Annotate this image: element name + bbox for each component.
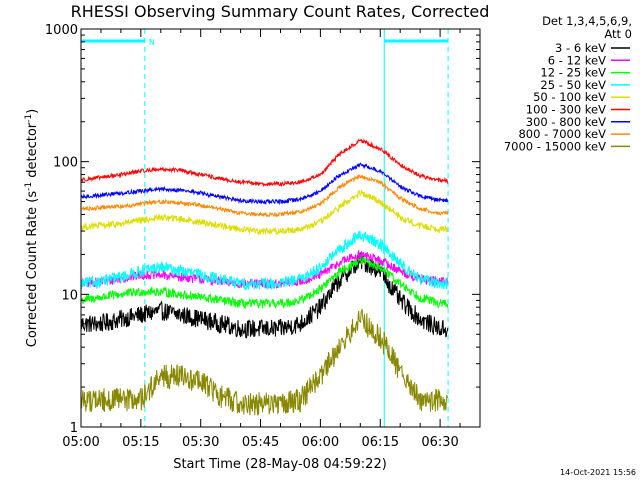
y-axis-label-mid: detector [25,122,40,182]
legend-entry-label: 6 - 12 keV [548,53,606,67]
x-axis: 05:00 05:15 05:30 05:45 06:00 06:15 06:30 [62,29,481,450]
y-tick-label: 1000 [45,23,78,38]
legend-entry-label: 300 - 800 keV [526,115,606,129]
series-line [80,230,449,291]
x-tick-label: 06:30 [421,435,458,450]
y-tick-label: 1 [70,421,78,436]
legend-entry-label: 7000 - 15000 keV [504,139,606,153]
series-line [80,308,449,416]
y-axis-label-end: ) [25,109,40,114]
legend-header-line-1: Det 1,3,4,5,6,9, [542,14,632,28]
series-line [80,256,449,310]
y-axis: 1 10 100 1000 [45,23,480,436]
series-line [80,138,449,188]
y-tick-label: 10 [61,288,78,303]
y-axis-label-exponent-2: -1 [24,114,34,123]
legend-entry-label: 3 - 6 keV [555,41,606,55]
series-group [80,138,449,416]
y-axis-label: Corrected Count Rate (s-1 detector-1) [24,109,40,347]
legend-entry-label: 50 - 100 keV [533,90,606,104]
legend-header-line-2: Att 0 [604,27,632,41]
flag-label: N [149,38,155,47]
y-tick-label: 100 [53,156,78,171]
x-axis-label: Start Time (28-May-08 04:59:22) [173,457,387,472]
x-tick-label: 05:45 [242,435,279,450]
legend-entry-label: 800 - 7000 keV [518,127,606,141]
y-axis-label-exponent-1: -1 [24,182,34,191]
chart-title: RHESSI Observing Summary Count Rates, Co… [71,2,490,21]
legend-entry-label: 25 - 50 keV [540,78,606,92]
x-tick-label: 05:30 [182,435,219,450]
series-line [80,252,449,339]
series-line [80,162,449,206]
series-line [80,189,449,236]
series-line [80,174,449,218]
x-tick-label: 05:15 [122,435,159,450]
legend-entry-label: 12 - 25 keV [540,66,606,80]
generation-timestamp: 14-Oct-2021 15:56 [560,468,636,477]
y-axis-label-main: Corrected Count Rate (s [25,191,40,348]
plot-frame [80,28,481,428]
x-tick-label: 06:00 [302,435,339,450]
x-tick-label: 06:15 [362,435,399,450]
legend-entry-label: 100 - 300 keV [526,103,606,117]
time-markers: N [80,29,449,427]
x-tick-label: 05:00 [62,435,99,450]
